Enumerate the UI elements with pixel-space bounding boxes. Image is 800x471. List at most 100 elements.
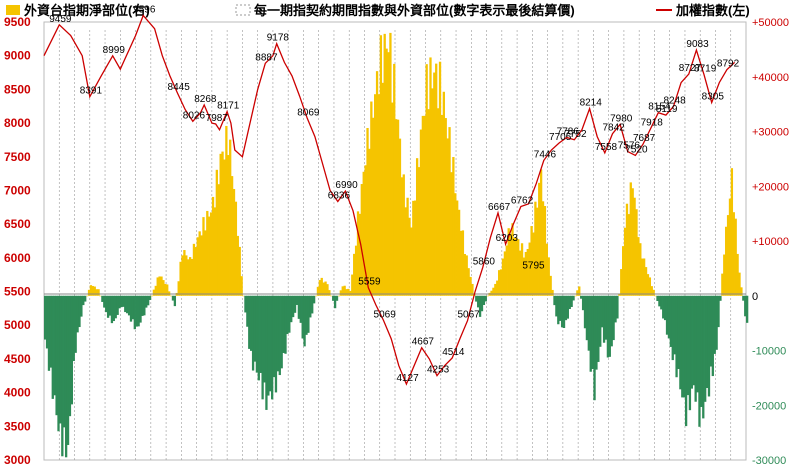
position-bar	[425, 64, 428, 296]
position-bar	[271, 295, 274, 400]
position-bar	[143, 295, 146, 316]
position-bar	[169, 295, 173, 297]
position-bar	[318, 280, 321, 296]
position-bar	[217, 184, 220, 296]
position-bar	[717, 295, 720, 328]
settlement-label: 5067	[457, 310, 480, 321]
position-bar	[663, 295, 667, 321]
position-bar	[707, 295, 711, 397]
position-bar	[465, 255, 468, 296]
position-bar	[276, 295, 280, 372]
position-bar	[398, 138, 402, 296]
position-bar	[173, 295, 177, 307]
settlement-label: 7752	[564, 129, 587, 140]
position-bar	[395, 119, 398, 296]
position-bar	[662, 295, 665, 319]
position-bar	[194, 247, 198, 296]
position-bar	[599, 295, 602, 347]
position-bar	[106, 295, 110, 318]
position-bar	[133, 295, 136, 330]
right-tick-label: -30000	[752, 455, 786, 467]
position-bar	[227, 155, 230, 296]
position-bar	[444, 118, 447, 296]
position-bar	[744, 295, 747, 317]
position-bar	[440, 114, 444, 296]
position-bar	[522, 257, 526, 296]
left-tick-label: 3000	[4, 453, 31, 467]
position-bar	[87, 289, 91, 296]
position-bar	[225, 125, 228, 296]
position-bar	[253, 295, 257, 362]
right-tick-label: -20000	[752, 400, 786, 412]
position-bar	[204, 230, 207, 296]
position-bar	[154, 285, 157, 296]
position-bar	[492, 287, 495, 296]
position-bar	[120, 295, 123, 308]
position-bar	[328, 290, 331, 296]
position-bar	[677, 295, 680, 370]
position-bar	[150, 295, 154, 297]
position-bar	[66, 295, 70, 445]
settlement-label: 8248	[664, 95, 687, 106]
position-bar	[505, 245, 508, 296]
position-bar	[389, 32, 392, 296]
settlement-label: 8887	[255, 52, 278, 63]
left-tick-label: 6500	[4, 217, 31, 231]
position-bar	[654, 295, 657, 297]
position-bar	[278, 295, 281, 376]
right-tick-label: +10000	[752, 236, 789, 248]
settlement-label: 5069	[374, 310, 397, 321]
position-bar	[694, 295, 697, 402]
position-bar	[406, 197, 409, 296]
position-bar	[267, 295, 270, 396]
settlement-label: 7558	[595, 142, 618, 153]
position-bar	[635, 209, 638, 296]
settlement-label: 8719	[694, 64, 717, 75]
position-bar	[618, 293, 621, 296]
settlement-label: 7705	[549, 132, 572, 143]
settlement-label: 8214	[580, 98, 603, 109]
position-bar	[713, 295, 716, 354]
settlement-label: 9083	[686, 39, 709, 50]
position-bar	[118, 295, 121, 309]
position-bar	[610, 295, 613, 347]
right-tick-label: +20000	[752, 181, 789, 193]
position-bar	[316, 286, 320, 296]
position-bar	[351, 274, 354, 296]
position-bar	[728, 198, 732, 296]
position-bar	[244, 295, 247, 313]
position-bar	[393, 63, 396, 296]
position-bar	[206, 210, 209, 296]
settlement-label: 8119	[656, 104, 678, 115]
settlement-label: 6990	[335, 180, 358, 191]
position-bar	[509, 233, 512, 296]
position-bar	[368, 148, 371, 296]
settlement-label: 7980	[610, 113, 633, 124]
position-bar	[141, 295, 144, 316]
position-bar	[570, 295, 573, 307]
position-bar	[303, 295, 306, 347]
position-bar	[734, 218, 737, 296]
position-bar	[496, 280, 499, 296]
position-bar	[215, 169, 218, 296]
position-bar	[179, 261, 182, 296]
left-tick-label: 4000	[4, 386, 31, 400]
position-bar	[356, 211, 360, 296]
position-bar	[221, 151, 224, 296]
position-bar	[131, 295, 135, 320]
position-bar	[480, 295, 484, 312]
position-bar	[435, 63, 438, 296]
position-bar	[85, 295, 89, 297]
position-bar	[183, 250, 186, 296]
position-bar	[498, 270, 501, 296]
position-bar	[585, 295, 589, 341]
position-bar	[484, 295, 487, 302]
position-bar	[230, 176, 234, 296]
position-bar	[574, 295, 577, 297]
settlement-label: 6836	[328, 191, 351, 202]
position-bar	[471, 283, 474, 296]
position-bar	[698, 295, 701, 427]
position-bar	[625, 203, 629, 296]
position-bar	[370, 101, 373, 296]
settlement-label: 8026	[183, 110, 206, 121]
